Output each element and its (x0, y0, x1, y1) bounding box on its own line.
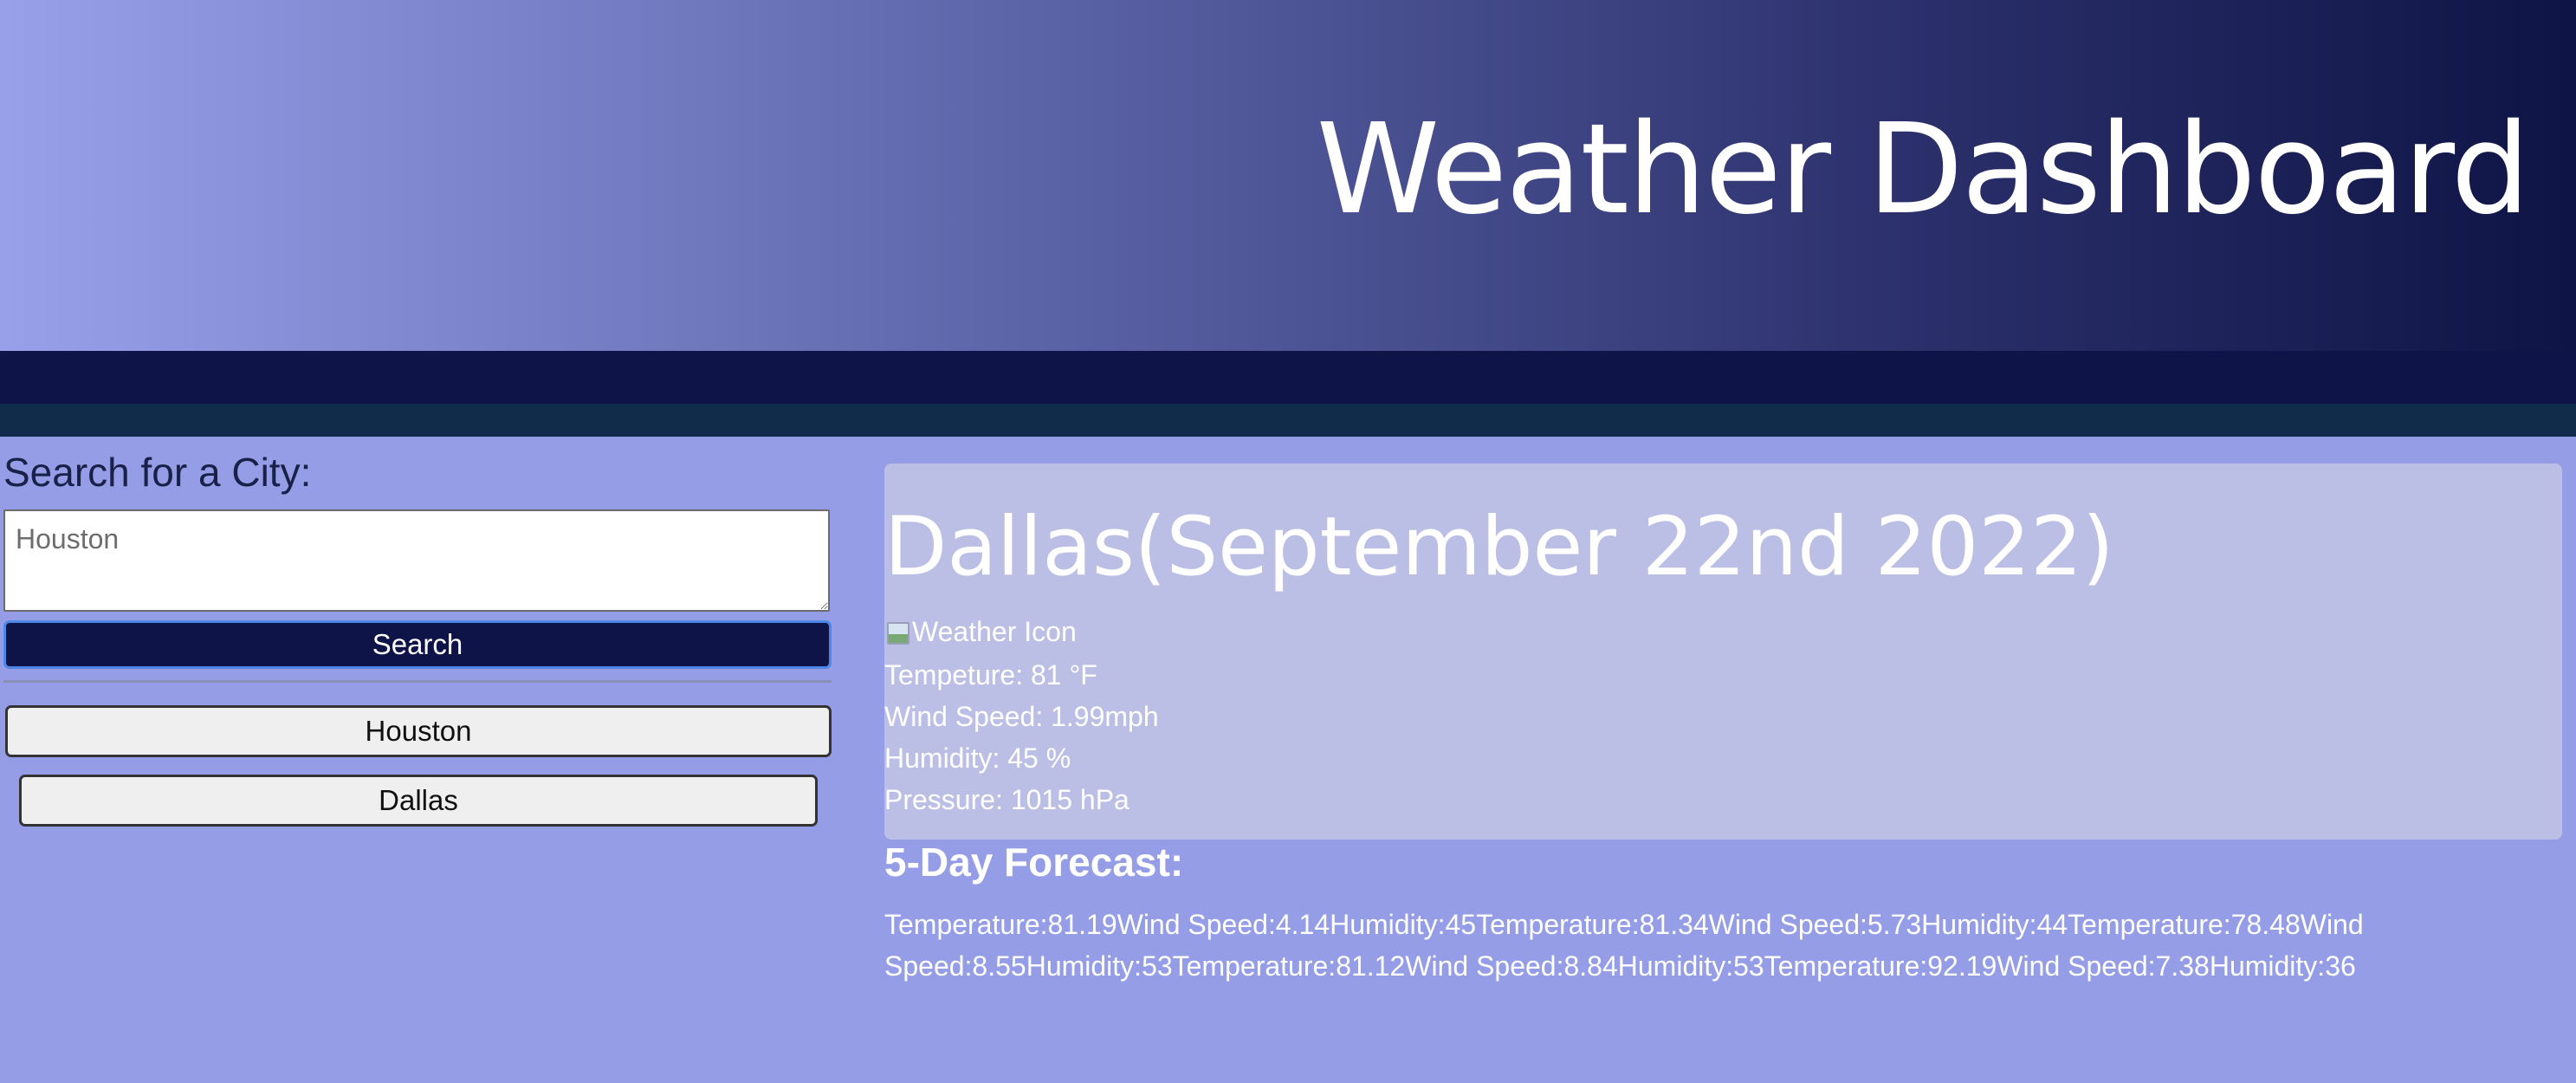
forecast-humidity: Humidity:53 (1026, 950, 1173, 982)
page-header: Weather Dashboard (0, 0, 2576, 351)
forecast-day-5: Temperature:92.19Wind Speed:7.38Humidity… (1764, 950, 2356, 982)
current-weather-card: Dallas(September 22nd 2022) Weather Icon… (884, 464, 2562, 840)
forecast-heading: 5-Day Forecast: (884, 840, 1184, 885)
search-heading: Search for a City: (3, 450, 312, 495)
current-wind-speed: Wind Speed: 1.99mph (884, 701, 1159, 732)
forecast-day-2: Temperature:81.34Wind Speed:5.73Humidity… (1476, 909, 2068, 940)
sidebar-divider (3, 680, 832, 683)
broken-image-icon (884, 619, 910, 645)
history-button-dallas[interactable]: Dallas (19, 775, 818, 827)
page-title: Weather Dashboard (1316, 96, 2530, 242)
header-band-dark (0, 351, 2576, 404)
forecast-wind-speed: Wind Speed:8.55 (884, 909, 2364, 982)
forecast-temperature: Temperature:81.19 (884, 909, 1117, 940)
forecast-day-3: Temperature:78.48Wind Speed:8.55Humidity… (884, 909, 2364, 982)
forecast-humidity: Humidity:45 (1330, 909, 1477, 940)
weather-icon: Weather Icon (884, 616, 1077, 648)
forecast-temperature: Temperature:81.12 (1172, 950, 1406, 982)
forecast-wind-speed: Wind Speed:7.38 (1997, 950, 2210, 982)
forecast-temperature: Temperature:92.19 (1764, 950, 1997, 982)
forecast-humidity: Humidity:36 (2209, 950, 2356, 982)
current-temperature: Tempeture: 81 °F (884, 659, 1097, 691)
history-button-houston[interactable]: Houston (5, 705, 832, 757)
forecast-wind-speed: Wind Speed:4.14 (1116, 909, 1330, 940)
city-date-title: Dallas(September 22nd 2022) (884, 500, 2114, 594)
forecast-humidity: Humidity:44 (1921, 909, 2068, 940)
forecast-day-4: Temperature:81.12Wind Speed:8.84Humidity… (1173, 950, 1764, 982)
current-pressure: Pressure: 1015 hPa (884, 784, 1129, 815)
city-search-input[interactable] (3, 509, 830, 612)
forecast-text: Temperature:81.19Wind Speed:4.14Humidity… (884, 904, 2478, 987)
current-humidity: Humidity: 45 % (884, 743, 1071, 774)
forecast-day-1: Temperature:81.19Wind Speed:4.14Humidity… (884, 909, 1476, 940)
forecast-humidity: Humidity:53 (1617, 950, 1764, 982)
forecast-temperature: Temperature:78.48 (2068, 909, 2301, 940)
search-button[interactable]: Search (3, 620, 832, 669)
weather-icon-alt-text: Weather Icon (912, 616, 1077, 647)
forecast-temperature: Temperature:81.34 (1476, 909, 1709, 940)
forecast-wind-speed: Wind Speed:8.84 (1405, 950, 1618, 982)
header-band-teal (0, 404, 2576, 437)
forecast-wind-speed: Wind Speed:5.73 (1708, 909, 1922, 940)
